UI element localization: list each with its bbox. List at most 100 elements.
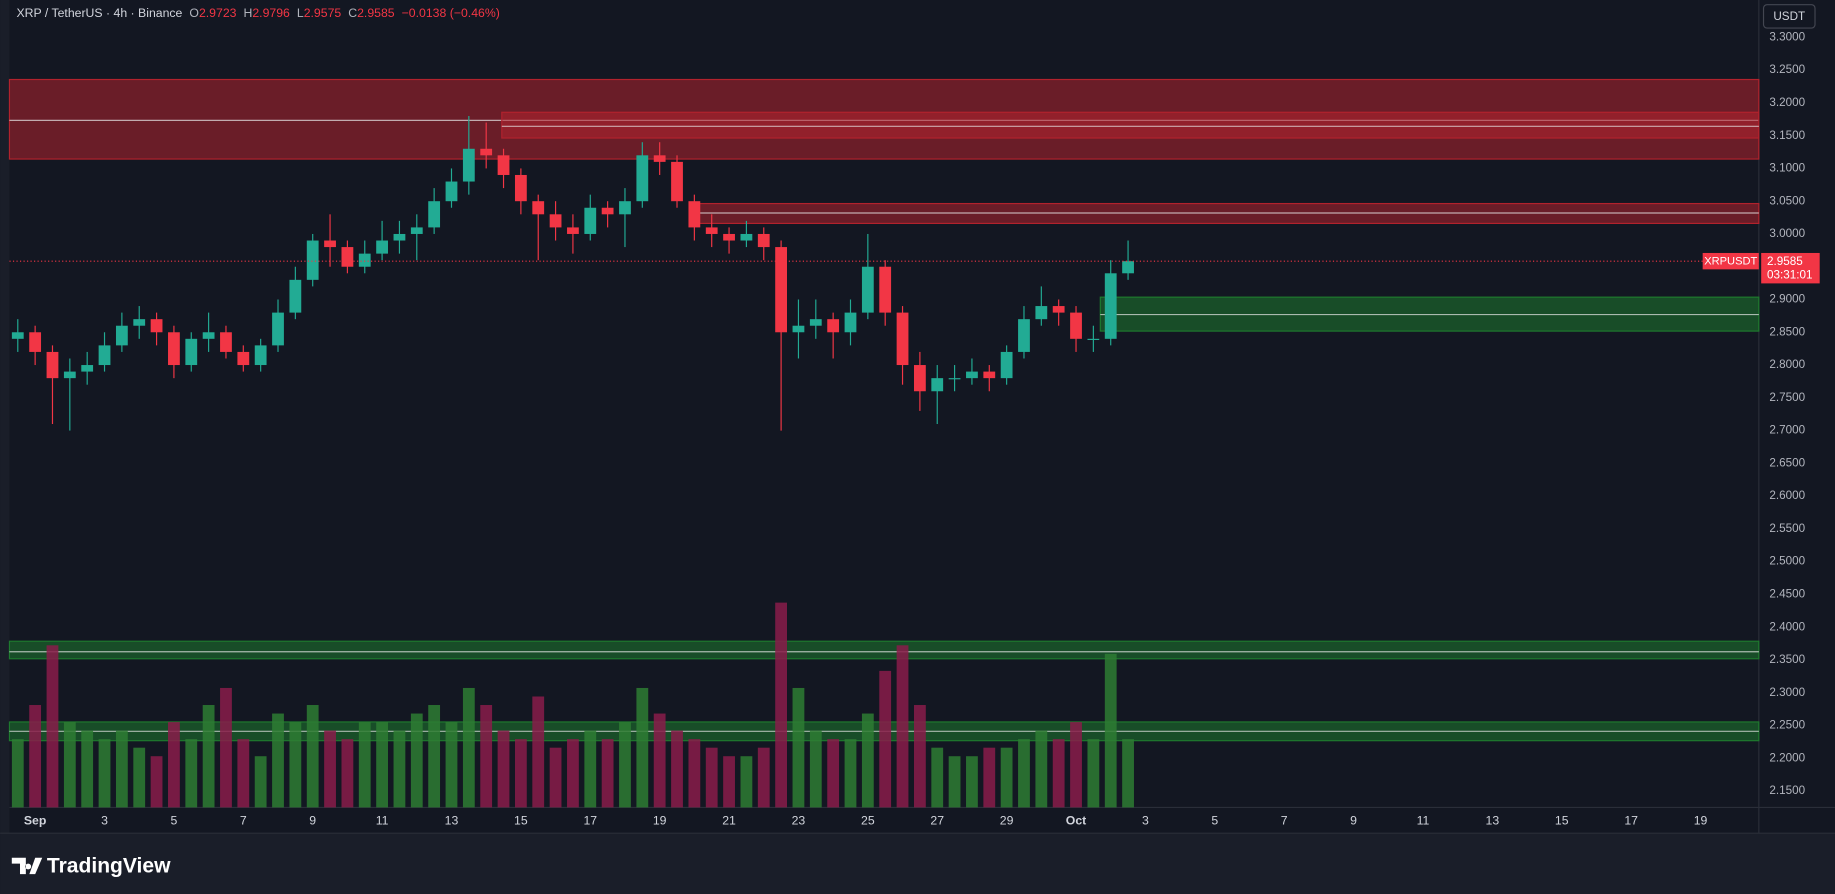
candle-body [358, 253, 371, 267]
volume-bar [705, 747, 718, 808]
x-tick-label: 3 [101, 814, 108, 828]
volume-bar [861, 713, 874, 808]
candle-body [896, 312, 909, 366]
volume-bar [653, 713, 666, 808]
candle-body [445, 181, 458, 202]
y-tick-label: 2.2500 [1769, 719, 1805, 732]
volume-bar [220, 687, 232, 808]
volume-bar [601, 739, 614, 808]
candle-body [46, 351, 59, 379]
ohlc-label: L [297, 6, 304, 20]
ohlc-label: C [348, 6, 357, 20]
candle-body [289, 279, 302, 313]
x-tick-label: 5 [171, 814, 178, 828]
candle-body [913, 365, 926, 392]
x-tick-label: 13 [445, 814, 459, 828]
candle-body [948, 378, 961, 380]
y-tick-label: 2.7000 [1769, 424, 1805, 437]
y-tick-label: 3.2000 [1769, 96, 1805, 109]
y-tick-label: 2.6500 [1769, 456, 1805, 469]
candle-body [514, 174, 527, 202]
candle-body [254, 345, 267, 366]
candle-body [497, 155, 510, 175]
volume-bar [445, 722, 458, 808]
candle-body [185, 338, 198, 366]
x-tick-label: 23 [792, 814, 806, 828]
candle-body [844, 312, 857, 333]
y-tick-label: 3.2500 [1769, 63, 1805, 76]
volume-bar [671, 730, 683, 808]
y-tick-label: 2.1500 [1769, 784, 1805, 797]
x-tick-label: 9 [309, 814, 316, 828]
volume-bar [29, 705, 42, 808]
ohlc-value: 2.9585 [357, 6, 395, 20]
volume-bar [879, 670, 892, 808]
candle-body [11, 332, 24, 339]
candle-body [462, 148, 475, 182]
y-tick-label: 2.6000 [1769, 489, 1805, 502]
x-tick-label: 5 [1211, 814, 1218, 828]
x-tick-label: 17 [1624, 814, 1638, 828]
volume-bar [63, 722, 76, 808]
ohlc-label: O [189, 6, 199, 20]
candle-body [324, 240, 336, 248]
currency: USDT [1773, 10, 1805, 23]
x-tick-label: 3 [1142, 814, 1149, 828]
volume-bar [46, 645, 59, 808]
volume-bar [723, 756, 735, 808]
volume-bar [1087, 739, 1100, 808]
volume-bar [931, 747, 944, 808]
volume-bar [376, 722, 388, 808]
candle-body [549, 214, 562, 228]
candle-body [220, 332, 232, 352]
candle-body [81, 365, 94, 372]
volume-bar [341, 739, 354, 808]
zone [501, 111, 1760, 139]
candle-body [428, 201, 441, 228]
candle-body [827, 319, 840, 333]
candle-body [740, 233, 753, 241]
x-tick-label: 13 [1486, 814, 1500, 828]
volume-bar [272, 713, 284, 808]
symbol: XRP / TetherUS · 4h · Binance [16, 6, 182, 20]
volume-bar [514, 739, 527, 808]
y-tick-label: 3.0000 [1769, 227, 1805, 240]
volume-bar [966, 756, 978, 808]
zone [8, 640, 1760, 660]
y-tick-label: 2.4000 [1769, 620, 1805, 633]
candle-body [29, 332, 42, 352]
candle-body [809, 319, 822, 326]
candle-body [98, 345, 111, 366]
y-tick-label: 2.7500 [1769, 391, 1805, 404]
x-tick-label: 25 [861, 814, 875, 828]
x-tick-label: 19 [653, 814, 667, 828]
candle-body [966, 371, 978, 379]
candle-body [757, 233, 770, 248]
currency-button[interactable] [1762, 4, 1816, 29]
candle-body [393, 233, 406, 241]
ohlc-value: 2.9723 [199, 6, 237, 20]
y-tick-label: 2.3500 [1769, 653, 1805, 666]
volume-bar [480, 705, 493, 808]
volume-bar [636, 687, 649, 808]
header: XRP / TetherUS · 4h · Binance O2.9723 H2.9… [16, 6, 499, 20]
candle-body [341, 247, 354, 267]
candle-body [861, 266, 874, 313]
candle-body [688, 201, 701, 228]
price-tag [1761, 252, 1820, 284]
chart-layer: 2.1500 2.2000 2.2500 2.3000 2.3500 2.4000 2.45… [8, 30, 1806, 828]
candle-body [1018, 319, 1030, 352]
ohlc-value: 2.9575 [304, 6, 342, 20]
volume-bar [1052, 739, 1065, 808]
volume-bar [1000, 747, 1013, 808]
y-tick-label: 3.0500 [1769, 194, 1805, 207]
candle-body [636, 155, 649, 202]
x-tick-label: Oct [1066, 814, 1086, 828]
last-price-label: 2.9585 [1767, 255, 1803, 268]
candle-body [272, 312, 284, 346]
candle-body [775, 247, 788, 333]
volume-bar [115, 730, 128, 808]
candle-body [1052, 306, 1065, 313]
